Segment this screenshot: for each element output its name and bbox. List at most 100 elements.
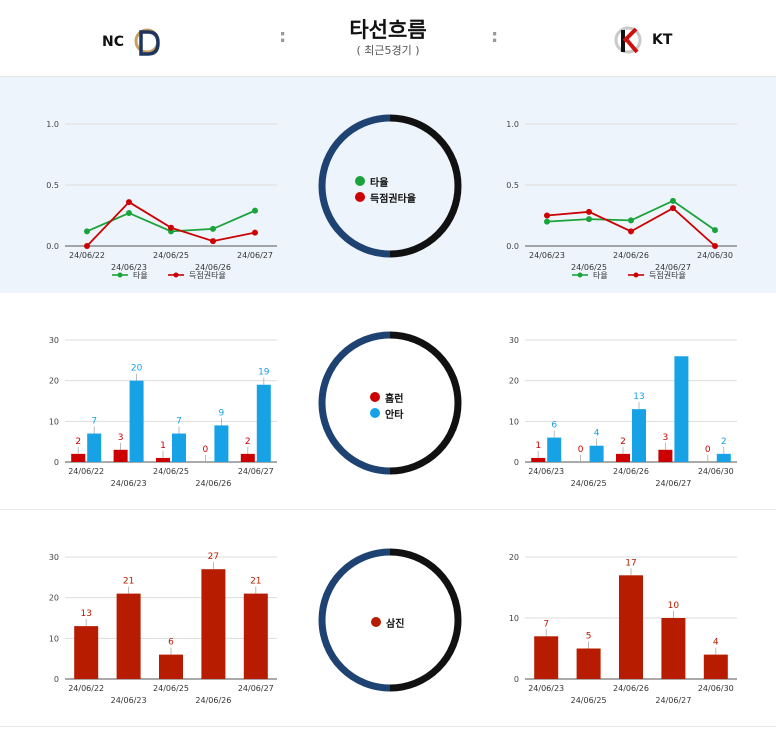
x-tick-label: 24/06/23 bbox=[111, 479, 147, 488]
bar bbox=[159, 654, 183, 679]
y-tick-label: 0 bbox=[54, 458, 59, 467]
bar bbox=[71, 453, 86, 462]
x-tick-label: 24/06/22 bbox=[68, 467, 104, 476]
data-point bbox=[210, 238, 216, 245]
page-subtitle: ( 최근5경기 ) bbox=[356, 44, 420, 57]
separator-left: : bbox=[279, 26, 287, 47]
legend-item-hr: 홈런 bbox=[370, 389, 403, 405]
hits-legend-ring bbox=[318, 331, 462, 475]
x-tick-label: 24/06/26 bbox=[195, 696, 231, 705]
data-point bbox=[84, 228, 90, 235]
data-point bbox=[586, 208, 592, 215]
bar bbox=[616, 453, 630, 462]
y-tick-label: 20 bbox=[509, 553, 519, 562]
y-tick-label: 20 bbox=[509, 377, 519, 386]
data-label: 19 bbox=[258, 368, 270, 378]
bar bbox=[531, 457, 546, 462]
bar bbox=[214, 425, 229, 462]
data-label: 0 bbox=[705, 445, 711, 455]
x-tick-label: 24/06/25 bbox=[571, 696, 607, 705]
legend-dot-swatch bbox=[173, 272, 179, 278]
data-point bbox=[544, 218, 550, 225]
y-tick-label: 0 bbox=[514, 675, 519, 684]
x-tick-label: 24/06/27 bbox=[655, 696, 691, 705]
data-label: 6 bbox=[168, 638, 174, 648]
data-label: 9 bbox=[219, 408, 225, 418]
x-tick-label: 24/06/30 bbox=[697, 251, 733, 260]
data-label: 0 bbox=[203, 445, 209, 455]
data-label: 21 bbox=[123, 577, 134, 587]
red-dot-icon bbox=[370, 392, 380, 402]
data-point bbox=[168, 224, 174, 231]
x-tick-label: 24/06/27 bbox=[655, 479, 691, 488]
kt-hits-chart: 010203024/06/2324/06/2524/06/2624/06/272… bbox=[509, 336, 737, 488]
data-point bbox=[84, 243, 90, 249]
strikeout-legend-ring bbox=[318, 548, 462, 692]
x-tick-label: 24/06/23 bbox=[111, 696, 147, 705]
bar bbox=[703, 654, 728, 679]
bar bbox=[116, 593, 141, 679]
series-line-risp bbox=[86, 200, 256, 247]
data-point bbox=[252, 207, 258, 214]
y-tick-label: 1.0 bbox=[506, 120, 519, 129]
x-tick-label: 24/06/23 bbox=[528, 467, 564, 476]
page-title: 타선흐름 bbox=[349, 18, 427, 42]
bar bbox=[156, 457, 170, 462]
separator-right: : bbox=[491, 26, 499, 47]
x-tick-label: 24/06/27 bbox=[655, 263, 691, 272]
red-dot-icon bbox=[355, 192, 365, 202]
y-tick-label: 1.0 bbox=[46, 120, 59, 129]
data-label: 4 bbox=[713, 638, 719, 648]
data-label: 3 bbox=[118, 433, 124, 443]
bar bbox=[113, 449, 128, 462]
data-label: 17 bbox=[625, 558, 636, 568]
data-label: 2 bbox=[75, 437, 81, 447]
data-label: 20 bbox=[131, 364, 143, 374]
x-tick-label: 24/06/23 bbox=[529, 251, 565, 260]
x-tick-label: 24/06/27 bbox=[237, 251, 273, 260]
legend-item-risp: 득점권타율 bbox=[355, 189, 416, 205]
nc-batting-average-chart: 0.0 0.5 1.0 24/06/22 24/06/23 24/06/25 24/06/2… bbox=[46, 120, 277, 280]
y-tick-label: 0.5 bbox=[46, 181, 59, 190]
legend-label: 득점권타율 bbox=[649, 270, 686, 280]
data-label: 2 bbox=[620, 437, 626, 447]
x-tick-label: 24/06/26 bbox=[613, 467, 649, 476]
bar bbox=[589, 445, 604, 462]
home-team[interactable]: NC bbox=[102, 24, 162, 60]
data-point bbox=[670, 197, 676, 204]
strikeout-legend: 삼진 bbox=[371, 614, 404, 630]
nc-strikeout-chart: 0 10 20 30 24/06/22 24/06/23 24/06/25 24/06/26 2… bbox=[49, 552, 277, 705]
x-tick-label: 24/06/23 bbox=[528, 684, 564, 693]
series-line-avg bbox=[546, 199, 716, 231]
header: NC : 타선흐름 ( 최근5경기 ) : KT bbox=[0, 0, 776, 77]
bar bbox=[534, 636, 559, 679]
nc-hits-chart: 010203024/06/2224/06/2324/06/2524/06/262… bbox=[49, 336, 277, 488]
data-label: 1 bbox=[160, 441, 166, 451]
away-team[interactable]: KT bbox=[614, 24, 672, 56]
data-point bbox=[712, 227, 718, 234]
data-point bbox=[210, 225, 216, 232]
blue-dot-icon bbox=[370, 408, 380, 418]
y-tick-label: 10 bbox=[49, 634, 59, 643]
y-tick-label: 30 bbox=[49, 336, 59, 345]
data-point bbox=[670, 205, 676, 212]
x-tick-label: 24/06/25 bbox=[571, 263, 607, 272]
legend-label: 타율 bbox=[593, 271, 608, 280]
data-label: 10 bbox=[668, 601, 680, 611]
data-label: 13 bbox=[80, 609, 91, 619]
bar bbox=[661, 618, 686, 679]
batting-legend-ring bbox=[318, 114, 462, 258]
data-point bbox=[252, 229, 258, 236]
bar bbox=[129, 380, 144, 462]
data-label: 3 bbox=[663, 433, 669, 443]
data-label: 5 bbox=[586, 632, 592, 642]
kt-batting-average-chart: 0.0 0.5 1.0 24/06/23 24/06/25 24/06/26 24/06/2… bbox=[506, 120, 737, 280]
data-label: 7 bbox=[543, 619, 549, 629]
legend-item-so: 삼진 bbox=[371, 614, 404, 630]
data-label: 7 bbox=[91, 417, 97, 427]
x-tick-label: 24/06/25 bbox=[571, 479, 607, 488]
legend-item-avg: 타율 bbox=[355, 173, 416, 189]
data-label: 2 bbox=[245, 437, 251, 447]
home-team-name: NC bbox=[102, 34, 124, 50]
data-point bbox=[712, 243, 718, 249]
